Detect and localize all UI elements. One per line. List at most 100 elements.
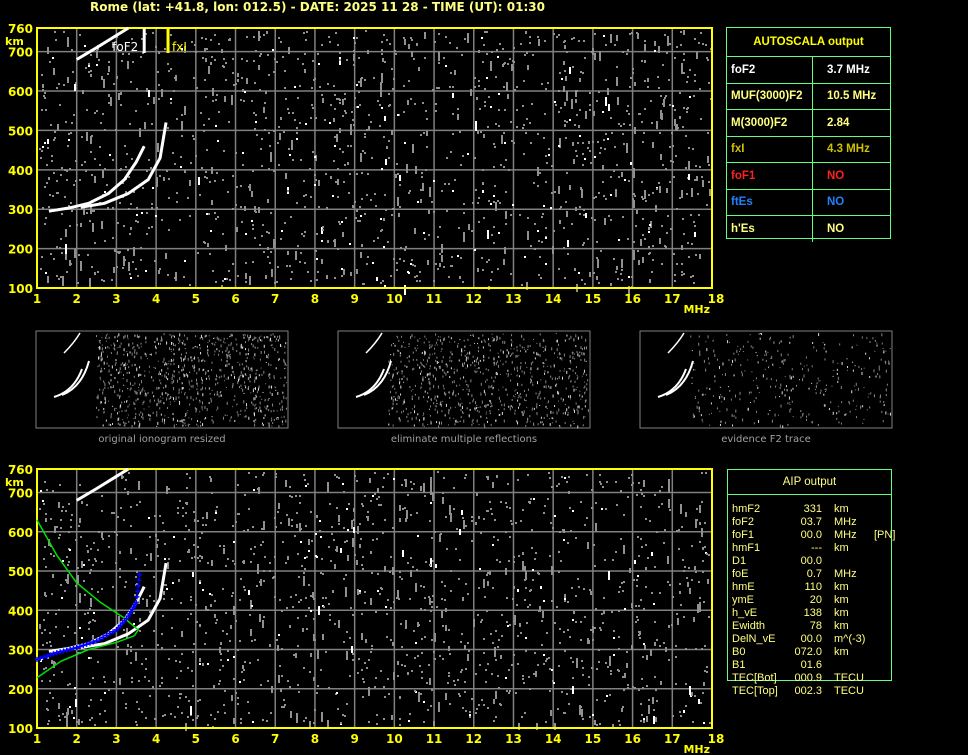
noise-dot	[460, 164, 462, 166]
noise-dot	[693, 362, 695, 364]
noise-dot	[525, 637, 527, 639]
noise-dot	[114, 363, 116, 366]
noise-dot	[180, 353, 182, 356]
noise-dot	[164, 374, 166, 378]
noise-dot	[497, 200, 499, 202]
noise-dot	[613, 630, 615, 632]
noise-dot	[774, 413, 776, 417]
noise-dot	[485, 681, 487, 683]
noise-dot	[203, 368, 205, 371]
noise-dot	[469, 344, 471, 346]
noise-dot	[412, 566, 414, 568]
noise-dot	[579, 394, 581, 397]
noise-dot	[148, 365, 150, 368]
noise-dot	[520, 632, 522, 634]
noise-dot	[552, 394, 554, 398]
noise-dot	[591, 667, 593, 669]
noise-dot	[521, 716, 523, 718]
noise-dot	[243, 100, 245, 102]
noise-dot	[533, 422, 535, 426]
noise-dot	[512, 598, 514, 600]
noise-dot	[346, 59, 348, 61]
noise-dot	[650, 650, 652, 656]
noise-dot	[669, 146, 671, 148]
noise-dot	[535, 671, 537, 677]
noise-dot	[411, 51, 413, 57]
noise-dot	[254, 346, 256, 349]
noise-dot	[478, 424, 480, 426]
noise-dot	[251, 401, 253, 404]
noise-dot	[497, 268, 499, 270]
noise-dot	[419, 665, 421, 667]
noise-dot	[519, 367, 521, 370]
noise-dot	[783, 359, 785, 363]
noise-dot	[301, 565, 303, 567]
noise-dot	[450, 337, 452, 340]
noise-dot	[196, 378, 198, 382]
noise-dot	[511, 341, 513, 343]
noise-dot	[149, 595, 151, 597]
noise-dot	[643, 495, 645, 497]
noise-dot	[483, 389, 485, 393]
noise-dot	[63, 635, 65, 637]
noise-dot	[175, 396, 177, 399]
noise-dot	[139, 373, 141, 376]
noise-dot	[261, 398, 263, 400]
noise-dot	[179, 219, 181, 221]
noise-dot	[474, 249, 476, 251]
noise-dot	[364, 133, 366, 135]
noise-dot	[582, 72, 584, 74]
noise-dot	[477, 343, 479, 345]
noise-dot	[172, 359, 174, 362]
noise-dot	[108, 347, 110, 349]
noise-dot	[149, 695, 151, 697]
noise-dot	[341, 275, 343, 277]
noise-dot	[612, 724, 614, 728]
noise-dot	[190, 396, 192, 400]
noise-dot	[116, 351, 118, 354]
noise-dot	[492, 587, 494, 589]
noise-dot	[283, 131, 285, 133]
noise-dot	[516, 109, 518, 111]
noise-dot	[885, 394, 887, 397]
noise-dot	[528, 501, 530, 503]
noise-dot	[175, 397, 177, 400]
noise-dot	[485, 669, 487, 671]
noise-dot	[372, 523, 374, 525]
noise-dot	[256, 585, 258, 587]
noise-dot	[226, 401, 228, 405]
noise-dot	[457, 255, 459, 257]
noise-dot	[672, 145, 674, 147]
noise-dot	[242, 152, 244, 154]
noise-dot	[134, 403, 136, 406]
noise-dot	[68, 503, 70, 505]
noise-dot	[449, 356, 451, 359]
noise-dot	[424, 495, 426, 497]
noise-dot	[258, 207, 260, 213]
noise-dot	[189, 215, 191, 217]
noise-dot	[251, 100, 253, 102]
noise-dot	[182, 515, 184, 517]
noise-dot	[215, 125, 217, 127]
noise-dot	[119, 388, 121, 392]
noise-dot	[192, 384, 194, 388]
noise-dot	[616, 266, 618, 268]
noise-dot	[127, 405, 129, 408]
noise-dot	[201, 532, 203, 534]
x-axis-label: MHz	[683, 303, 710, 316]
noise-dot	[227, 558, 229, 560]
noise-dot	[817, 423, 819, 426]
noise-dot	[318, 180, 320, 186]
noise-dot	[520, 396, 522, 399]
noise-dot	[231, 334, 233, 337]
noise-dot	[153, 576, 155, 578]
noise-dot	[490, 406, 492, 408]
noise-dot	[359, 104, 361, 106]
noise-dot	[399, 175, 401, 181]
noise-dot	[289, 625, 291, 628]
x-tick-label: 1	[33, 292, 41, 306]
noise-dot	[692, 148, 694, 150]
noise-dot	[693, 95, 695, 97]
noise-dot	[157, 644, 159, 646]
noise-dot	[131, 158, 133, 160]
